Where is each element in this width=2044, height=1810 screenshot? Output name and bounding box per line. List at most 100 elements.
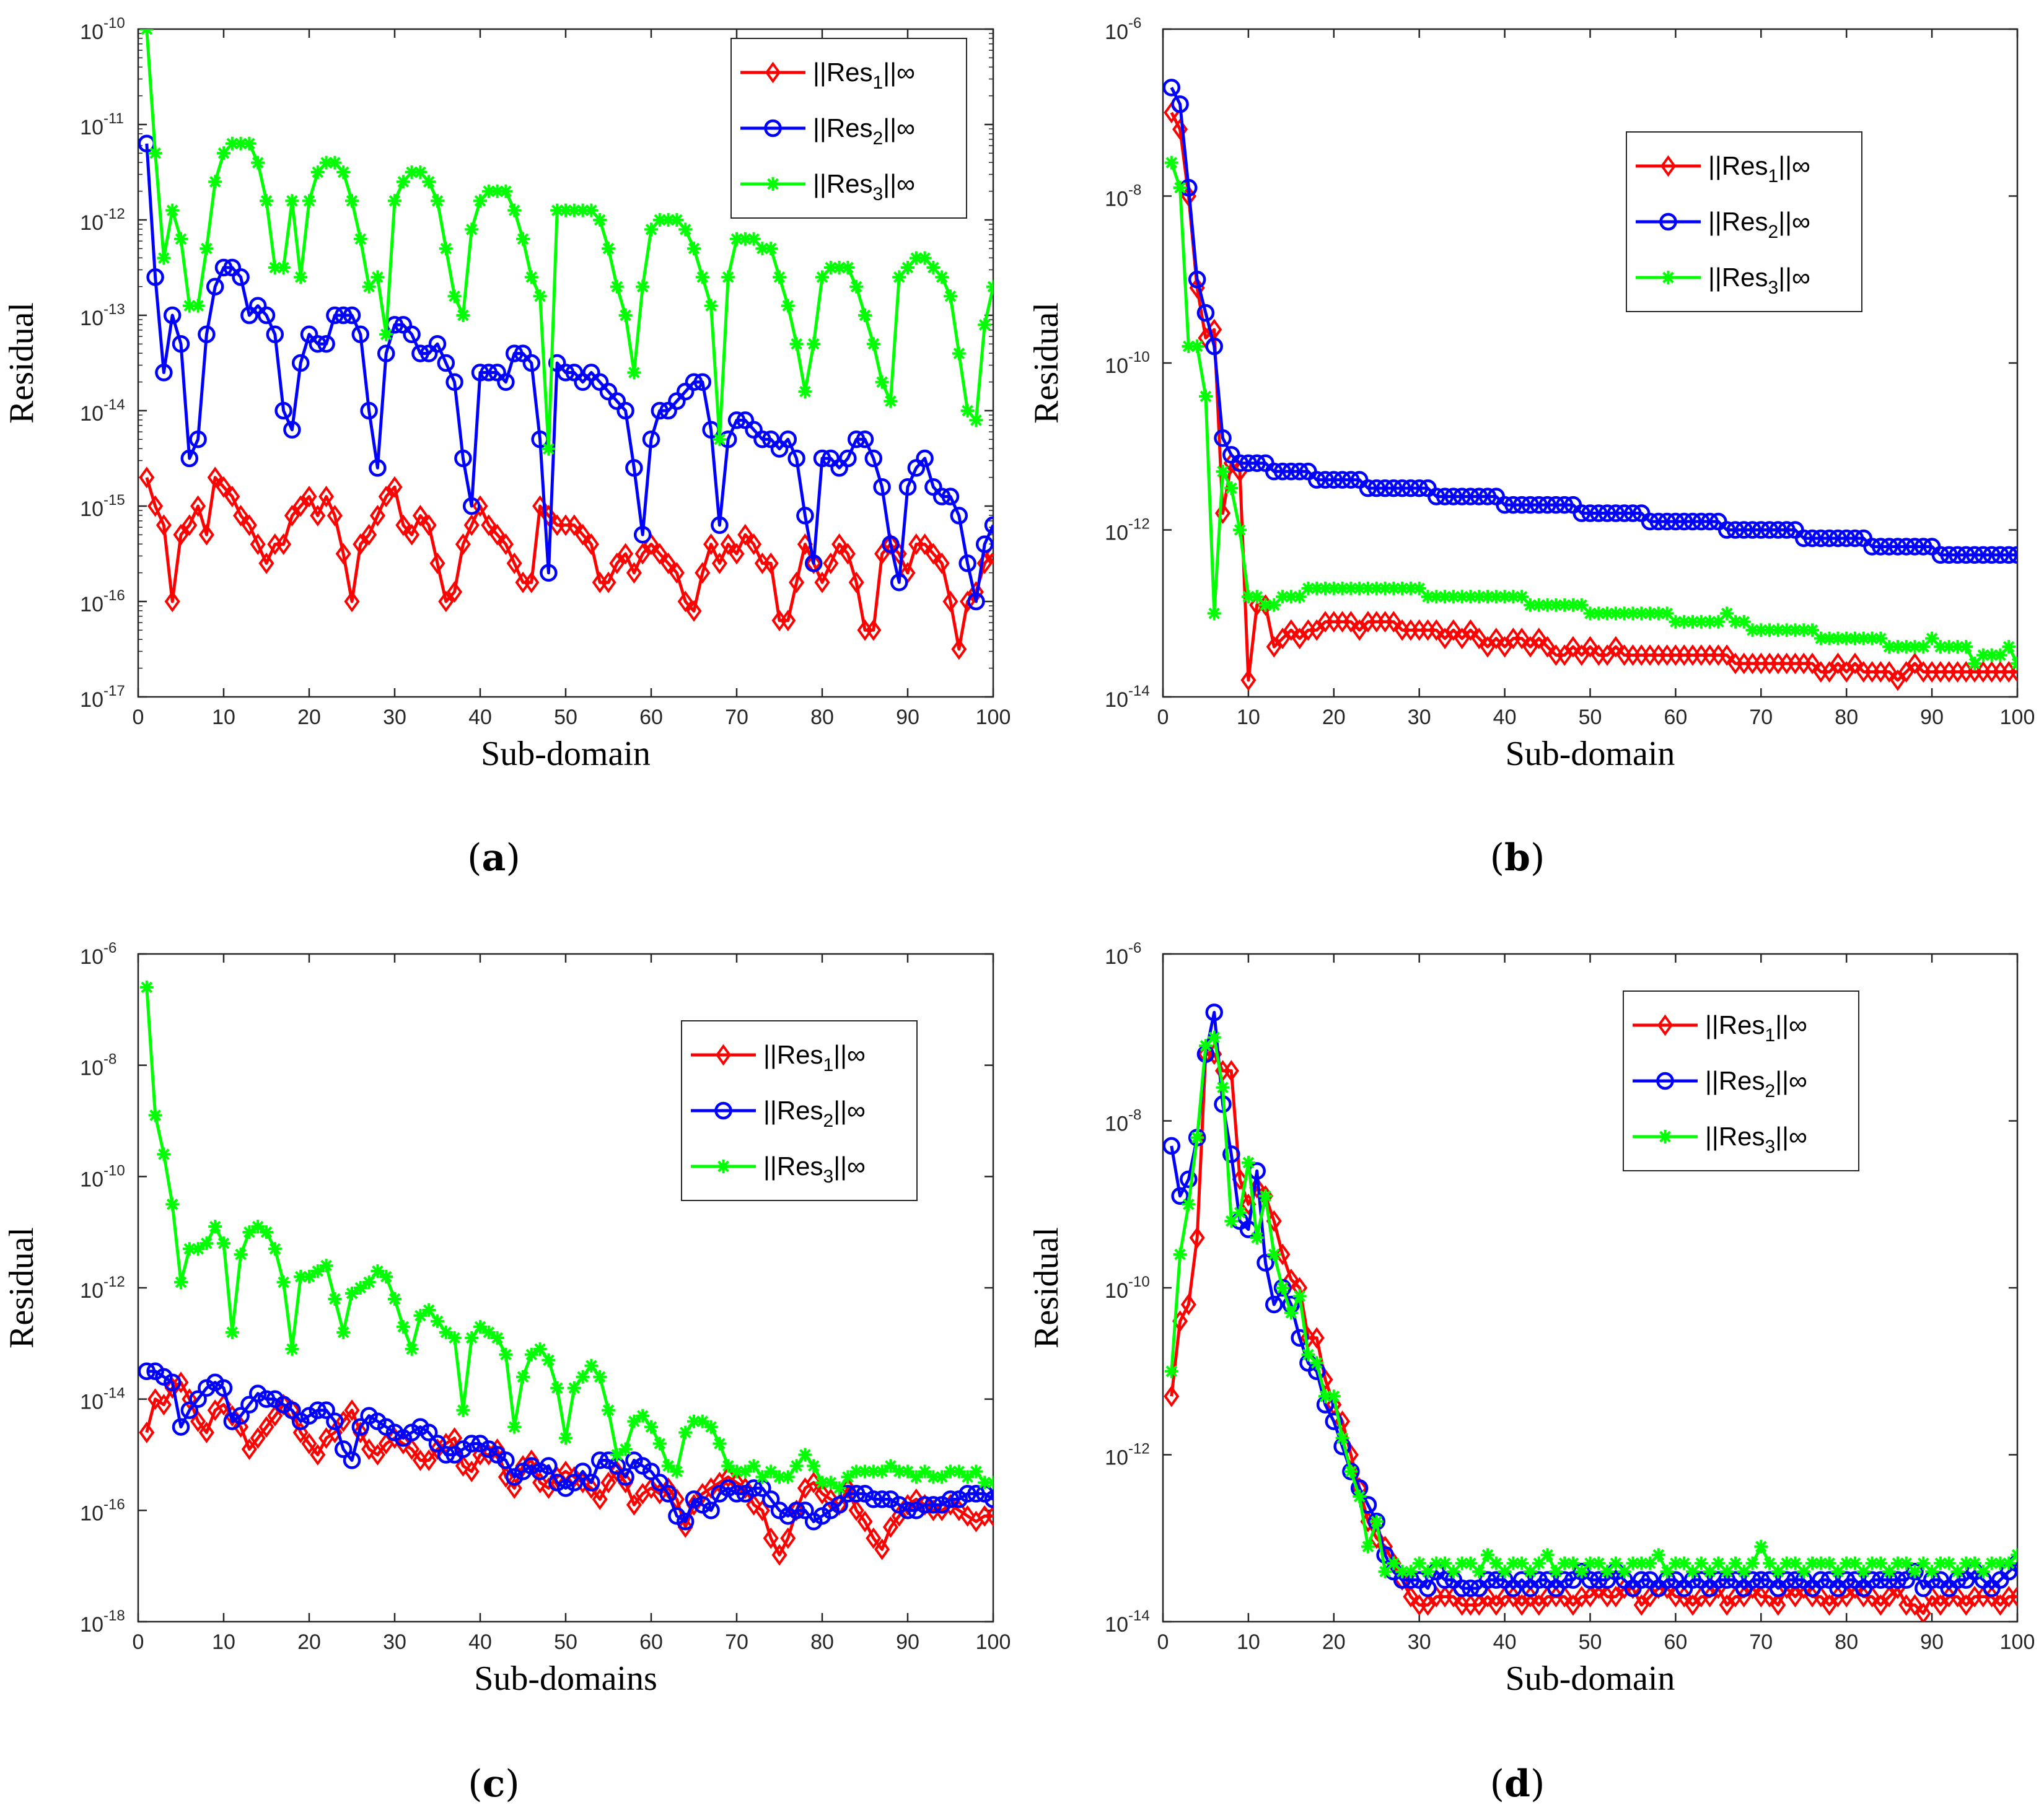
data-point-res3 bbox=[1600, 1565, 1615, 1579]
y-tick-label-base: 10 bbox=[80, 1391, 103, 1414]
data-point-res2 bbox=[1196, 304, 1215, 322]
data-point-res3 bbox=[1327, 581, 1341, 595]
data-point-res2 bbox=[787, 1502, 805, 1519]
data-point-res2 bbox=[2008, 546, 2017, 564]
data-point-res1 bbox=[1582, 1586, 1599, 1607]
data-point-res1 bbox=[660, 552, 677, 574]
data-point-res1 bbox=[626, 1493, 642, 1516]
data-point-res1 bbox=[882, 1516, 898, 1538]
legend-label-sub: 1 bbox=[823, 1055, 834, 1075]
data-point-res3 bbox=[396, 1319, 410, 1334]
data-point-res3 bbox=[1250, 1231, 1264, 1245]
data-point-res1 bbox=[566, 514, 582, 536]
data-point-res2 bbox=[1316, 471, 1335, 489]
series-line-res1 bbox=[145, 476, 993, 651]
data-point-res3 bbox=[1301, 581, 1315, 595]
data-point-res2 bbox=[266, 325, 284, 344]
data-point-res2 bbox=[727, 1485, 746, 1503]
legend-label-post: ||∞ bbox=[883, 169, 915, 198]
data-point-res3 bbox=[260, 194, 273, 208]
y-tick-label-base: 10 bbox=[1105, 1279, 1128, 1303]
data-point-res2 bbox=[967, 592, 985, 611]
data-point-res3 bbox=[841, 1470, 855, 1484]
data-point-res2 bbox=[882, 535, 900, 553]
data-point-res3 bbox=[559, 203, 572, 217]
data-point-res2 bbox=[787, 449, 805, 468]
data-point-res2 bbox=[1530, 496, 1548, 514]
data-point-res3 bbox=[542, 1353, 556, 1367]
data-point-res2 bbox=[1863, 1571, 1881, 1589]
data-point-res1 bbox=[1445, 619, 1462, 641]
data-point-res3 bbox=[1233, 1205, 1247, 1220]
data-point-res1 bbox=[814, 1482, 830, 1505]
data-point-res2 bbox=[1812, 529, 1830, 548]
data-point-res3 bbox=[952, 1464, 966, 1479]
data-point-res2 bbox=[830, 1496, 848, 1514]
data-point-res3 bbox=[823, 261, 838, 274]
data-point-res1 bbox=[1292, 627, 1308, 650]
data-point-res2 bbox=[633, 525, 652, 544]
data-point-res3 bbox=[200, 242, 214, 256]
data-point-res3 bbox=[832, 261, 846, 274]
y-tick-label-base: 10 bbox=[80, 402, 103, 426]
data-point-res3 bbox=[1489, 590, 1503, 604]
data-point-res2 bbox=[180, 449, 199, 468]
data-point-res3 bbox=[379, 327, 393, 341]
data-point-res3 bbox=[310, 1264, 325, 1279]
caption-open: ( bbox=[1490, 1762, 1504, 1806]
data-point-res3 bbox=[157, 1147, 171, 1161]
data-point-res1 bbox=[378, 486, 394, 508]
data-point-res2 bbox=[898, 478, 917, 496]
data-point-res3 bbox=[1198, 1039, 1213, 1053]
data-point-res3 bbox=[1173, 181, 1187, 195]
data-point-res3 bbox=[276, 261, 291, 274]
data-point-res3 bbox=[1387, 581, 1401, 595]
data-point-res1 bbox=[1822, 1594, 1838, 1616]
data-point-res3 bbox=[473, 1319, 487, 1334]
data-point-res2 bbox=[1863, 538, 1881, 556]
data-point-res3 bbox=[413, 165, 428, 179]
data-point-res3 bbox=[1608, 1556, 1623, 1570]
data-point-res1 bbox=[1454, 627, 1470, 650]
data-point-res1 bbox=[652, 543, 668, 565]
data-point-res3 bbox=[618, 308, 633, 322]
data-point-res1 bbox=[695, 562, 711, 584]
y-tick-label-base: 10 bbox=[80, 307, 103, 330]
data-point-res2 bbox=[232, 1407, 250, 1425]
data-point-res3 bbox=[516, 1370, 530, 1384]
data-point-res3 bbox=[1745, 1556, 1760, 1570]
data-point-res1 bbox=[301, 486, 317, 508]
y-tick-label-base: 10 bbox=[80, 20, 103, 44]
x-tick-label: 10 bbox=[1237, 1630, 1260, 1654]
data-point-res1 bbox=[233, 1416, 249, 1438]
data-point-res3 bbox=[371, 270, 385, 284]
data-point-res2 bbox=[1333, 471, 1351, 489]
data-point-res1 bbox=[489, 1438, 506, 1460]
data-point-res1 bbox=[463, 514, 480, 536]
data-point-res1 bbox=[1958, 1594, 1974, 1616]
data-point-res3 bbox=[1993, 648, 2007, 662]
data-point-res3 bbox=[1198, 389, 1213, 403]
data-point-res1 bbox=[1403, 1586, 1419, 1607]
data-point-res2 bbox=[693, 373, 712, 391]
x-tick-label: 0 bbox=[133, 706, 144, 729]
data-point-res1 bbox=[224, 1405, 240, 1427]
data-point-res3 bbox=[336, 1325, 351, 1339]
data-point-res3 bbox=[1395, 581, 1410, 595]
x-tick-label: 80 bbox=[1835, 1630, 1858, 1654]
y-tick-label-base: 10 bbox=[1105, 1613, 1128, 1637]
series-line-res2 bbox=[1170, 87, 2017, 557]
data-point-res1 bbox=[951, 1499, 967, 1521]
data-point-res1 bbox=[1838, 661, 1854, 683]
data-point-res1 bbox=[412, 504, 428, 527]
data-point-res3 bbox=[550, 203, 564, 217]
data-point-res2 bbox=[1325, 471, 1343, 489]
data-point-res3 bbox=[533, 289, 547, 304]
data-point-res3 bbox=[1387, 1556, 1401, 1570]
data-point-res3 bbox=[1540, 1548, 1555, 1562]
data-point-res2 bbox=[172, 1418, 190, 1436]
data-point-res2 bbox=[1769, 521, 1787, 539]
data-point-res3 bbox=[1395, 1565, 1410, 1579]
data-point-res2 bbox=[437, 1446, 455, 1464]
data-point-res1 bbox=[404, 1438, 420, 1460]
